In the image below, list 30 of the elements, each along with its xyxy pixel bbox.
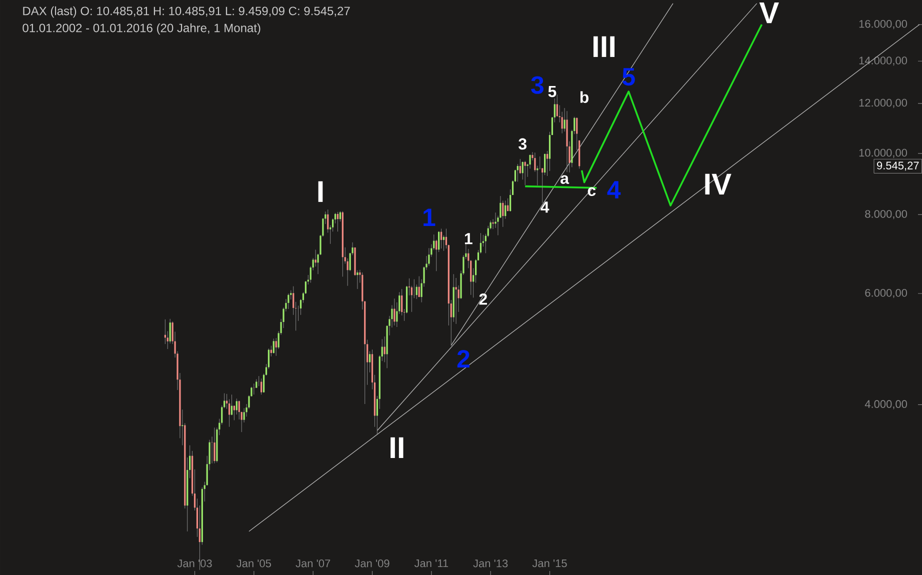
y-tick-label: 12.000,00: [859, 98, 908, 108]
x-tick-label: Jan '11: [414, 560, 448, 568]
annotation: 2: [457, 350, 470, 368]
y-tick-label: 8.000,00: [865, 210, 908, 220]
y-tick-label: 4.000,00: [864, 400, 908, 410]
annotation: 4: [607, 181, 621, 198]
annotation: III: [593, 36, 614, 57]
annotation: II: [390, 437, 404, 458]
text: 01.01.2002 - 01.01.2016 (20 Jahre, 1 Monat): [22, 23, 260, 35]
y-tick-label: 6.000,00: [865, 288, 908, 298]
annotation: 3: [518, 138, 526, 150]
x-tick-label: Jan '15: [532, 560, 567, 568]
annotation: I: [318, 181, 323, 202]
annotation: 9.545,27: [877, 162, 919, 171]
annotation: V: [759, 2, 779, 24]
annotation: 5: [548, 86, 556, 98]
y-tick-label: 10.000,00: [859, 148, 908, 158]
annotation: 1: [424, 208, 436, 226]
x-tick-label: Jan '09: [354, 560, 390, 568]
x-tick-label: Jan '07: [296, 560, 330, 568]
annotation: 4: [540, 202, 550, 213]
annotation: a: [560, 175, 570, 184]
text: DAX (last) O: 10.485,81 H: 10.485,91 L: 9.459,09 C: 9.545,27: [23, 6, 350, 18]
annotation: IV: [705, 174, 732, 194]
annotation: 3: [531, 76, 544, 94]
x-tick-label: Jan '13: [473, 560, 508, 568]
annotation: 1: [464, 233, 472, 244]
x-tick-label: Jan '05: [236, 560, 272, 568]
y-tick-label: 16.000,00: [859, 20, 908, 30]
annotation: b: [580, 91, 588, 103]
